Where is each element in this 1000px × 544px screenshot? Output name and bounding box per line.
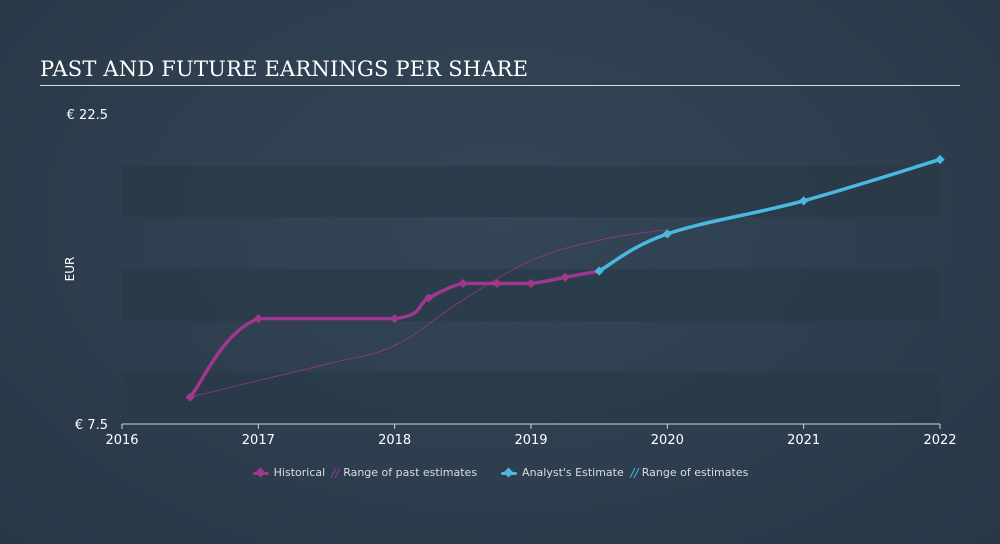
x-tick-label-2021: 2021: [787, 433, 820, 448]
x-tick-label-2016: 2016: [105, 433, 138, 448]
x-tick-label-2020: 2020: [651, 433, 684, 448]
historical-point-4[interactable]: [424, 293, 434, 303]
x-tick-label-2019: 2019: [514, 433, 547, 448]
historical-point-5[interactable]: [458, 278, 468, 289]
legend-label-estimate-range: Range of estimates: [641, 466, 749, 479]
past-estimates-range-line: [190, 229, 668, 398]
legend-label-historical: Historical: [273, 466, 326, 479]
grid-band-1: [122, 166, 940, 217]
legend-item-historical[interactable]: Historical: [252, 466, 326, 479]
analyst-estimate-point-2[interactable]: [662, 229, 672, 239]
analyst-estimate-point-1[interactable]: [594, 266, 604, 276]
historical-point-2[interactable]: [253, 314, 263, 324]
x-tick-label-2017: 2017: [242, 433, 275, 448]
series-group: [185, 154, 945, 402]
x-tick-label-2018: 2018: [378, 433, 411, 448]
historical-point-7[interactable]: [526, 278, 536, 289]
y-axis-label: EUR: [63, 257, 77, 282]
analyst-estimate-marker-icon: [500, 467, 518, 478]
background-bands: [122, 166, 940, 424]
analyst-estimate-line: [597, 157, 942, 273]
historical-point-8[interactable]: [560, 272, 570, 282]
chart-title: PAST AND FUTURE EARNINGS PER SHARE: [40, 57, 529, 81]
historical-point-1[interactable]: [185, 392, 195, 402]
historical-line: [188, 269, 601, 399]
legend-item-estimate-range[interactable]: Range of estimates: [629, 466, 749, 479]
legend-label-past-range: Range of past estimates: [343, 466, 478, 479]
legend-label-analyst-estimate: Analyst's Estimate: [522, 466, 624, 479]
x-tick-label-2022: 2022: [923, 433, 956, 448]
historical-point-3[interactable]: [390, 314, 400, 324]
grid-band-2: [122, 269, 940, 321]
analyst-estimate-point-3[interactable]: [799, 196, 809, 206]
estimate-range-hatch-icon: [629, 467, 639, 478]
y-tick-label-max: € 22.5: [67, 108, 108, 123]
grid-band-3: [122, 372, 940, 424]
historical-marker-icon: [252, 467, 270, 478]
legend-item-analyst-estimate[interactable]: Analyst's Estimate: [500, 466, 624, 479]
y-axis: € 22.5 € 7.5 EUR: [63, 108, 108, 433]
y-tick-label-min: € 7.5: [75, 418, 108, 433]
legend-item-past-range[interactable]: Range of past estimates: [331, 466, 477, 479]
analyst-estimate-point-4[interactable]: [935, 154, 945, 165]
past-range-hatch-icon: [331, 467, 341, 478]
x-axis: 2016 2017 2018 2019 2020 2021 2022: [105, 423, 957, 448]
historical-point-6[interactable]: [492, 278, 502, 289]
legend: Historical Range of past estimates Analy…: [0, 466, 1000, 479]
title-divider: [40, 85, 960, 86]
